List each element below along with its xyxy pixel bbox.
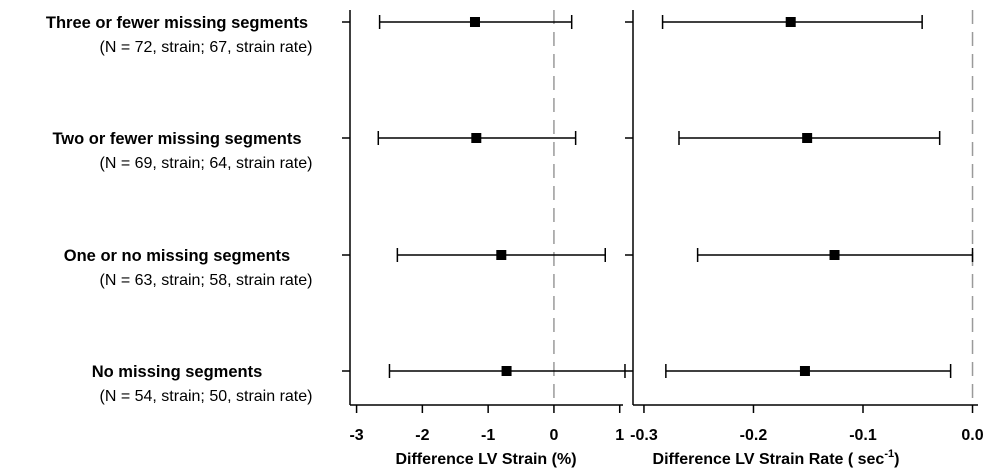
x-tick-label-2: -0.1 (849, 427, 877, 444)
category-subtitle-2: (N = 63, strain; 58, strain rate) (100, 272, 313, 289)
strain-panel: -3 -2 -1 0 1 Difference LV Strain (%) (342, 10, 626, 468)
category-title-3: No missing segments (92, 363, 263, 381)
category-subtitle-3: (N = 54, strain; 50, strain rate) (100, 388, 313, 405)
point-estimate-0 (469, 17, 480, 27)
x-tick-label-1: -2 (415, 427, 429, 444)
strain-rate-panel: -0.3 -0.2 -0.1 0.0 Difference LV Strain Rate… (625, 10, 984, 468)
category-title-1: Two or fewer missing segments (52, 130, 301, 148)
x-tick-label-0: -3 (349, 427, 363, 444)
category-labels: Three or fewer missing segments (N = 72, … (46, 14, 313, 405)
point-estimate-3 (799, 366, 810, 376)
category-subtitle-0: (N = 72, strain; 67, strain rate) (100, 39, 313, 56)
x-axis-title: Difference LV Strain Rate ( sec-1) (653, 448, 900, 468)
point-estimate-3 (501, 366, 512, 376)
x-tick-label-4: 1 (615, 427, 624, 444)
point-estimate-1 (802, 133, 813, 143)
category-subtitle-1: (N = 69, strain; 64, strain rate) (100, 155, 313, 172)
category-title-0: Three or fewer missing segments (46, 14, 308, 32)
x-tick-label-3: 0.0 (961, 427, 983, 444)
x-tick-label-1: -0.2 (740, 427, 768, 444)
point-estimate-2 (829, 250, 840, 260)
x-axis-title-main: Difference LV Strain Rate ( sec (653, 451, 885, 468)
category-title-2: One or no missing segments (64, 247, 290, 265)
point-estimate-0 (785, 17, 796, 27)
x-tick-label-2: -1 (481, 427, 495, 444)
x-tick-label-3: 0 (549, 427, 558, 444)
point-estimate-1 (471, 133, 482, 143)
point-estimate-2 (496, 250, 507, 260)
x-tick-label-0: -0.3 (630, 427, 658, 444)
x-axis-title-superscript: -1 (884, 448, 894, 460)
x-axis-title-end: ) (894, 451, 899, 468)
x-axis-title: Difference LV Strain (%) (395, 451, 576, 468)
